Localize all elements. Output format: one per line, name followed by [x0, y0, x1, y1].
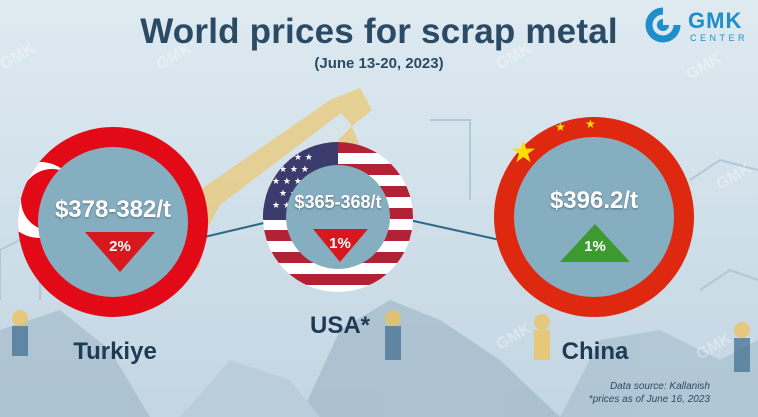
- prices-date-note: *prices as of June 16, 2023: [588, 394, 710, 405]
- down-arrow-icon: [313, 229, 368, 262]
- scrap-piles: [0, 300, 758, 417]
- country-turkiye: Turkiye: [73, 338, 157, 365]
- change-usa: 1%: [329, 235, 351, 252]
- country-usa: USA*: [309, 312, 370, 339]
- gmk-logo: GMK CENTER: [644, 6, 754, 46]
- usa-flag: ★ ★ ★ ★ ★ ★ ★ ★ ★ ★ ★ ★ ★ ★ ★ ★ ★ ★: [263, 142, 413, 292]
- svg-text:★: ★: [510, 135, 537, 170]
- price-usa: $365-368/t: [294, 192, 382, 212]
- svg-text:★ ★ ★ ★: ★ ★ ★ ★: [272, 153, 313, 163]
- page-subtitle: (June 13-20, 2023): [314, 55, 444, 72]
- logo-text: GMK: [688, 8, 743, 33]
- china-flag: ★ ★ ★: [494, 117, 694, 317]
- gmk-logo-icon: [645, 7, 683, 43]
- svg-text:★: ★: [555, 120, 566, 134]
- up-arrow-icon: [560, 224, 630, 262]
- country-china: China: [561, 338, 629, 365]
- logo-subtext: CENTER: [690, 33, 749, 43]
- svg-text:★ ★ ★: ★ ★ ★: [279, 165, 309, 175]
- price-china: $396.2/t: [549, 187, 639, 214]
- change-china: 1%: [584, 238, 606, 255]
- page-title: World prices for scrap metal: [140, 12, 618, 51]
- change-turkiye: 2%: [109, 238, 131, 255]
- data-source-note: Data source: Kallanish *prices as of Jun…: [589, 380, 710, 406]
- price-turkiye: $378-382/t: [54, 196, 172, 223]
- source-text: Data source: Kallanish: [609, 381, 710, 392]
- down-arrow-icon: [85, 232, 155, 272]
- svg-text:★ ★ ★ ★: ★ ★ ★ ★: [272, 177, 313, 187]
- svg-text:★: ★: [585, 117, 596, 131]
